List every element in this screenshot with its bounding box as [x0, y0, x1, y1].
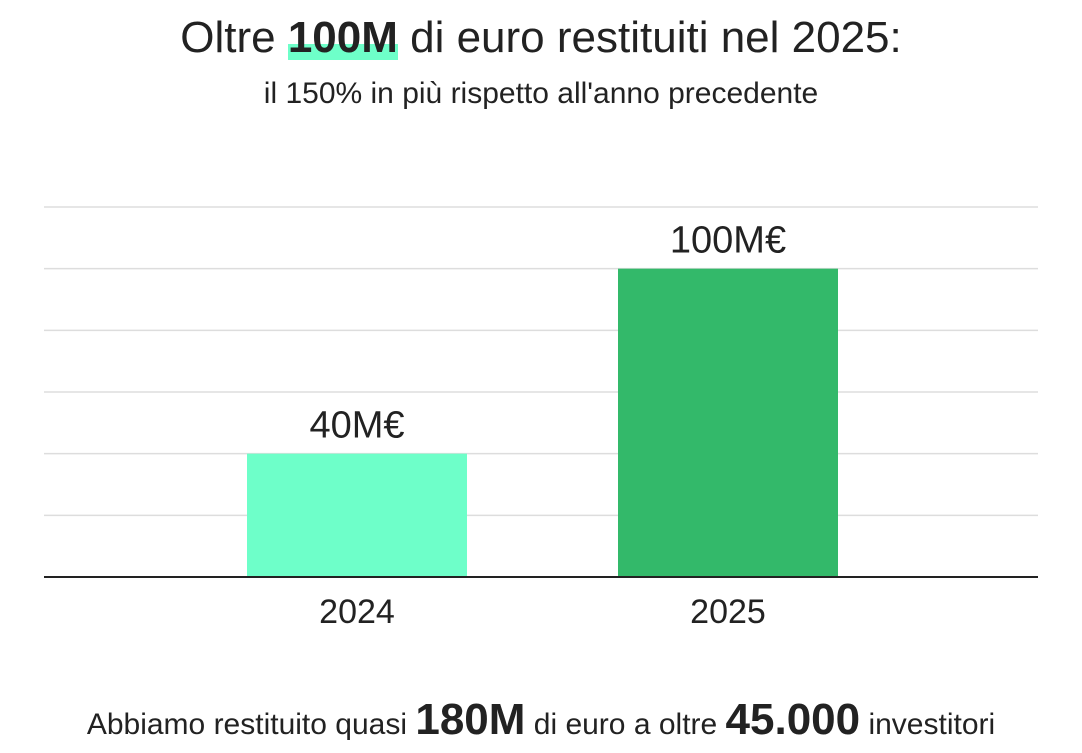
- title-suffix: di euro restituiti nel 2025:: [397, 13, 902, 62]
- x-tick-label-2024: 2024: [319, 593, 395, 631]
- bar-2024: [247, 453, 467, 577]
- chart-subtitle: il 150% in più rispetto all'anno precede…: [263, 77, 819, 110]
- footer-prefix: Abbiamo restituito quasi: [86, 708, 416, 741]
- bars: [247, 268, 838, 577]
- data-label-2024: 40M€: [309, 405, 404, 447]
- labels: 40M€ 2024 100M€ 2025: [309, 220, 786, 631]
- title-prefix: Oltre: [180, 13, 288, 62]
- x-tick-label-2025: 2025: [690, 593, 766, 631]
- bar-2025: [618, 268, 838, 577]
- footer-investor-count: 45.000: [725, 695, 861, 744]
- footer-total-amount: 180M: [415, 695, 526, 744]
- data-label-2025: 100M€: [670, 220, 786, 262]
- chart-title: Oltre 100M di euro restituiti nel 2025:: [0, 10, 1082, 66]
- title-highlight: 100M: [287, 13, 398, 62]
- footer-summary: Abbiamo restituito quasi 180M di euro a …: [0, 692, 1082, 753]
- footer-suffix: investitori: [860, 708, 996, 741]
- footer-middle: di euro a oltre: [525, 708, 726, 741]
- gridlines: [44, 206, 1038, 517]
